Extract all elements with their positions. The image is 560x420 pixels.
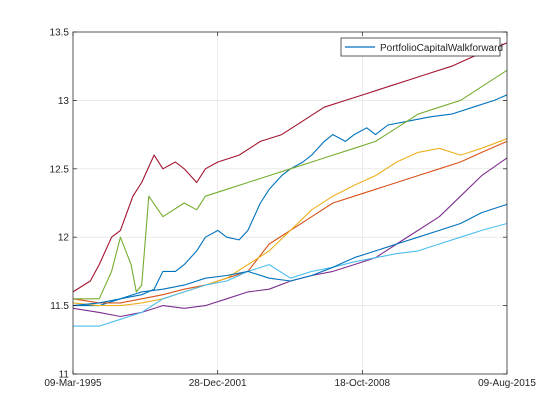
x-tick-label: 18-Oct-2008 <box>335 378 391 389</box>
legend: PortfolioCapitalWalkforward <box>340 37 503 57</box>
plot-area <box>73 32 507 374</box>
x-tick-label: 09-Mar-1995 <box>44 378 102 389</box>
series-line-3 <box>72 138 508 307</box>
x-tick-label: 28-Dec-2001 <box>189 378 247 389</box>
series-line-7 <box>72 42 508 293</box>
series-line-8 <box>72 203 508 307</box>
y-tick-label: 11.5 <box>50 301 69 312</box>
legend-label: PortfolioCapitalWalkforward <box>380 43 503 54</box>
x-tick-label: 09-Aug-2015 <box>478 378 536 389</box>
ticks: 11 11.5 12 12.5 13 13.5 09-Mar-1995 28-Dec-2001… <box>44 28 536 390</box>
y-tick-label: 13.5 <box>50 28 70 39</box>
legend-box <box>340 37 501 57</box>
plot-frame <box>72 31 508 375</box>
y-tick-label: 13 <box>58 96 70 107</box>
y-tick-label: 12 <box>58 233 70 244</box>
series-group <box>72 42 508 327</box>
series-line-1 <box>73 94 508 307</box>
series-line-5 <box>73 69 508 300</box>
y-tick-label: 12.5 <box>50 164 70 175</box>
y-tick-label: 11 <box>59 370 70 381</box>
series-line-6 <box>73 222 508 327</box>
